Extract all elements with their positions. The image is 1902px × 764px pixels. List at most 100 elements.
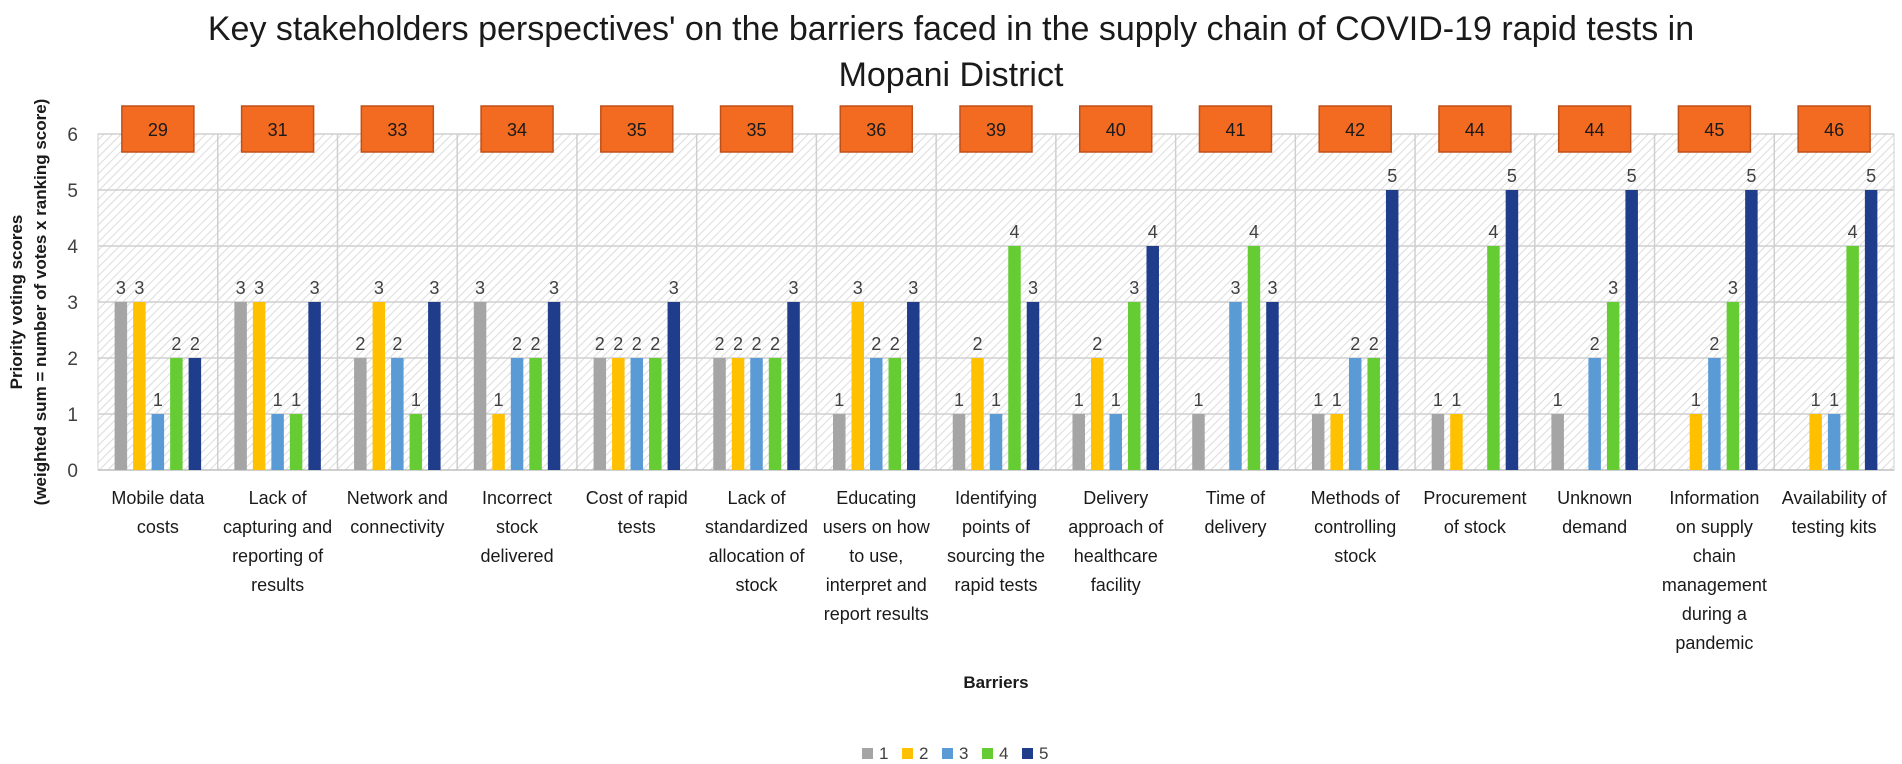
category-label-line: costs [137, 517, 179, 537]
bar-series-2 [1809, 414, 1822, 470]
data-label: 2 [770, 334, 780, 354]
legend-label: 3 [959, 744, 968, 763]
category-labels: Mobile data costs Lack of capturing and repo… [111, 488, 1887, 653]
category-label-line: Methods of [1311, 488, 1401, 508]
bar-series-5 [1864, 190, 1878, 470]
bar-series-5 [1385, 190, 1399, 470]
data-label: 3 [1129, 278, 1139, 298]
category-label-line: testing kits [1792, 517, 1877, 537]
bar-series-4 [1726, 302, 1740, 470]
total-score-label: 35 [747, 120, 767, 140]
data-label: 1 [1193, 390, 1203, 410]
bar-series-1 [473, 302, 487, 470]
data-label: 1 [291, 390, 301, 410]
data-label: 1 [1691, 390, 1701, 410]
category-label-line: Delivery [1083, 488, 1148, 508]
bar-series-1 [114, 302, 128, 470]
data-label: 1 [494, 390, 504, 410]
data-label: 1 [991, 390, 1001, 410]
category-label-line: results [251, 575, 304, 595]
category-label-line: reporting of [232, 546, 324, 566]
category-label: Unknown demand [1557, 488, 1632, 537]
y-tick-label: 0 [67, 461, 78, 482]
total-score-box [719, 105, 794, 153]
category-label-line: points of [962, 517, 1031, 537]
bar-series-2 [851, 302, 865, 470]
data-label: 5 [1387, 166, 1397, 186]
total-score-box [959, 105, 1033, 153]
data-label: 2 [392, 334, 402, 354]
data-label: 2 [531, 334, 541, 354]
data-label: 3 [1028, 278, 1038, 298]
category-label: Time of delivery [1204, 488, 1266, 537]
total-score-label: 45 [1704, 120, 1724, 140]
data-label: 1 [1553, 390, 1563, 410]
data-label: 2 [972, 334, 982, 354]
bar-series-1 [1431, 414, 1445, 470]
category-label: Lack of capturing and reporting of results [223, 488, 332, 595]
category-label-line: facility [1091, 575, 1141, 595]
bar-series-3 [151, 414, 165, 470]
category-label-line: demand [1562, 517, 1627, 537]
data-label: 3 [254, 278, 264, 298]
chart-title-line-2: Mopani District [839, 56, 1064, 94]
data-label: 1 [273, 390, 283, 410]
data-label: 1 [954, 390, 964, 410]
category-label-line: Cost of rapid [586, 488, 688, 508]
category-label: Information on supply chain management durin… [1662, 488, 1767, 653]
category-label: Lack of standardized allocation of stock [705, 488, 808, 595]
y-tick-label: 1 [67, 405, 78, 426]
total-score-label: 44 [1465, 120, 1485, 140]
legend-label: 1 [879, 744, 888, 763]
total-score-label: 29 [148, 120, 168, 140]
data-label: 4 [1148, 222, 1158, 242]
category-label-line: management [1662, 575, 1767, 595]
bar-series-3 [1708, 358, 1721, 470]
bar-series-3 [1827, 414, 1841, 470]
bar-series-5 [188, 358, 202, 470]
category-label-line: healthcare [1074, 546, 1158, 566]
data-label: 3 [789, 278, 799, 298]
category-label-line: approach of [1068, 517, 1164, 537]
category-label: Identifying points of sourcing the rapid te… [947, 488, 1045, 595]
bar-series-3 [1588, 358, 1601, 470]
legend-swatch-5 [1022, 748, 1033, 759]
total-score-label: 31 [268, 120, 288, 140]
total-score-label: 46 [1824, 120, 1844, 140]
bar-series-5 [1146, 246, 1159, 470]
legend-swatch-1 [862, 748, 873, 759]
category-label-line: report results [824, 604, 929, 624]
bar-series-4 [1846, 246, 1859, 470]
legend-swatch-2 [902, 748, 913, 759]
data-label: 1 [1811, 390, 1821, 410]
bar-series-5 [547, 302, 561, 470]
total-score-box [360, 105, 435, 153]
bar-series-1 [833, 414, 846, 470]
bar-series-3 [750, 358, 763, 470]
category-label: Procurement of stock [1423, 488, 1526, 537]
bar-series-5 [787, 302, 800, 470]
data-label: 3 [853, 278, 863, 298]
category-label-line: delivered [481, 546, 554, 566]
data-label: 4 [1848, 222, 1858, 242]
category-label: Network and connectivity [347, 488, 448, 537]
category-label-line: Network and [347, 488, 448, 508]
category-label-line: standardized [705, 517, 808, 537]
bar-series-2 [731, 358, 745, 470]
bar-series-5 [1266, 302, 1279, 470]
total-score-box [1078, 105, 1153, 153]
data-label: 2 [355, 334, 365, 354]
category-label-line: pandemic [1675, 633, 1753, 653]
y-axis-title: Priority voting scores (weighted sum = n… [7, 99, 50, 506]
category-label-line: users on how [823, 517, 931, 537]
total-score-box [600, 105, 674, 153]
total-score-box [121, 105, 195, 153]
bar-series-1 [234, 302, 247, 470]
category-label-line: Mobile data [111, 488, 205, 508]
category-label-line: delivery [1204, 517, 1266, 537]
data-label: 1 [1074, 390, 1084, 410]
category-label-line: capturing and [223, 517, 332, 537]
y-tick-label: 4 [67, 237, 78, 258]
category-label: Incorrect stock delivered [481, 488, 554, 566]
bar-series-3 [870, 358, 883, 470]
